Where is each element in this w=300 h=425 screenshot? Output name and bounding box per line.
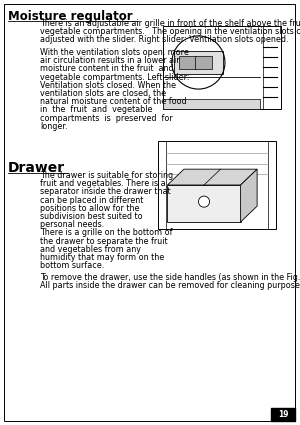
Text: can be placed in different: can be placed in different [40, 196, 143, 204]
Bar [163, 99, 260, 109]
Bar [195, 56, 212, 69]
Text: compartments  is  preserved  for: compartments is preserved for [40, 113, 173, 122]
Text: To remove the drawer, use the side handles (as shown in the Fig.).: To remove the drawer, use the side handl… [40, 273, 300, 282]
Text: fruit and vegetables. There is a: fruit and vegetables. There is a [40, 179, 166, 188]
Text: There is a grille on the bottom of: There is a grille on the bottom of [40, 228, 172, 238]
Bar [174, 51, 223, 74]
Circle shape [199, 196, 210, 207]
Text: personal needs.: personal needs. [40, 220, 104, 229]
Text: separator inside the drawer that: separator inside the drawer that [40, 187, 171, 196]
Bar [163, 26, 281, 109]
Polygon shape [241, 169, 257, 222]
Text: 19: 19 [278, 410, 288, 419]
Text: Ventilation slots closed. When the: Ventilation slots closed. When the [40, 81, 176, 90]
Text: moisture content in the fruit  and: moisture content in the fruit and [40, 65, 174, 74]
Text: Moisture regulator: Moisture regulator [8, 10, 133, 23]
Text: air circulation results in a lower air: air circulation results in a lower air [40, 56, 180, 65]
Text: vegetable compartments.   The opening in the ventilation slots can be: vegetable compartments. The opening in t… [40, 27, 300, 36]
Bar [167, 185, 241, 222]
Bar [271, 408, 295, 421]
Polygon shape [167, 169, 257, 185]
Text: The drawer is suitable for storing: The drawer is suitable for storing [40, 171, 173, 180]
Text: natural moisture content of the food: natural moisture content of the food [40, 97, 187, 106]
Text: Drawer: Drawer [8, 161, 65, 175]
Text: All parts inside the drawer can be removed for cleaning purposes.: All parts inside the drawer can be remov… [40, 281, 300, 290]
Bar [179, 56, 196, 69]
Text: positions to allow for the: positions to allow for the [40, 204, 140, 213]
Text: subdivision best suited to: subdivision best suited to [40, 212, 142, 221]
Text: vegetable compartments. Left slider:: vegetable compartments. Left slider: [40, 73, 190, 82]
Text: ventilation slots are closed, the: ventilation slots are closed, the [40, 89, 166, 98]
Text: bottom surface.: bottom surface. [40, 261, 104, 270]
Text: There is an adjustable air grille in front of the shelf above the fruit and: There is an adjustable air grille in fro… [40, 19, 300, 28]
Text: in  the  fruit  and  vegetable: in the fruit and vegetable [40, 105, 152, 114]
Text: With the ventilation slots open, more: With the ventilation slots open, more [40, 48, 189, 57]
Text: and vegetables from any: and vegetables from any [40, 245, 141, 254]
Text: adjusted with the slider. Right slider: Ventilation slots opened.: adjusted with the slider. Right slider: … [40, 35, 289, 44]
Text: humidity that may form on the: humidity that may form on the [40, 253, 164, 262]
Text: the drawer to separate the fruit: the drawer to separate the fruit [40, 237, 168, 246]
Text: longer.: longer. [40, 122, 68, 131]
Bar [158, 141, 276, 229]
